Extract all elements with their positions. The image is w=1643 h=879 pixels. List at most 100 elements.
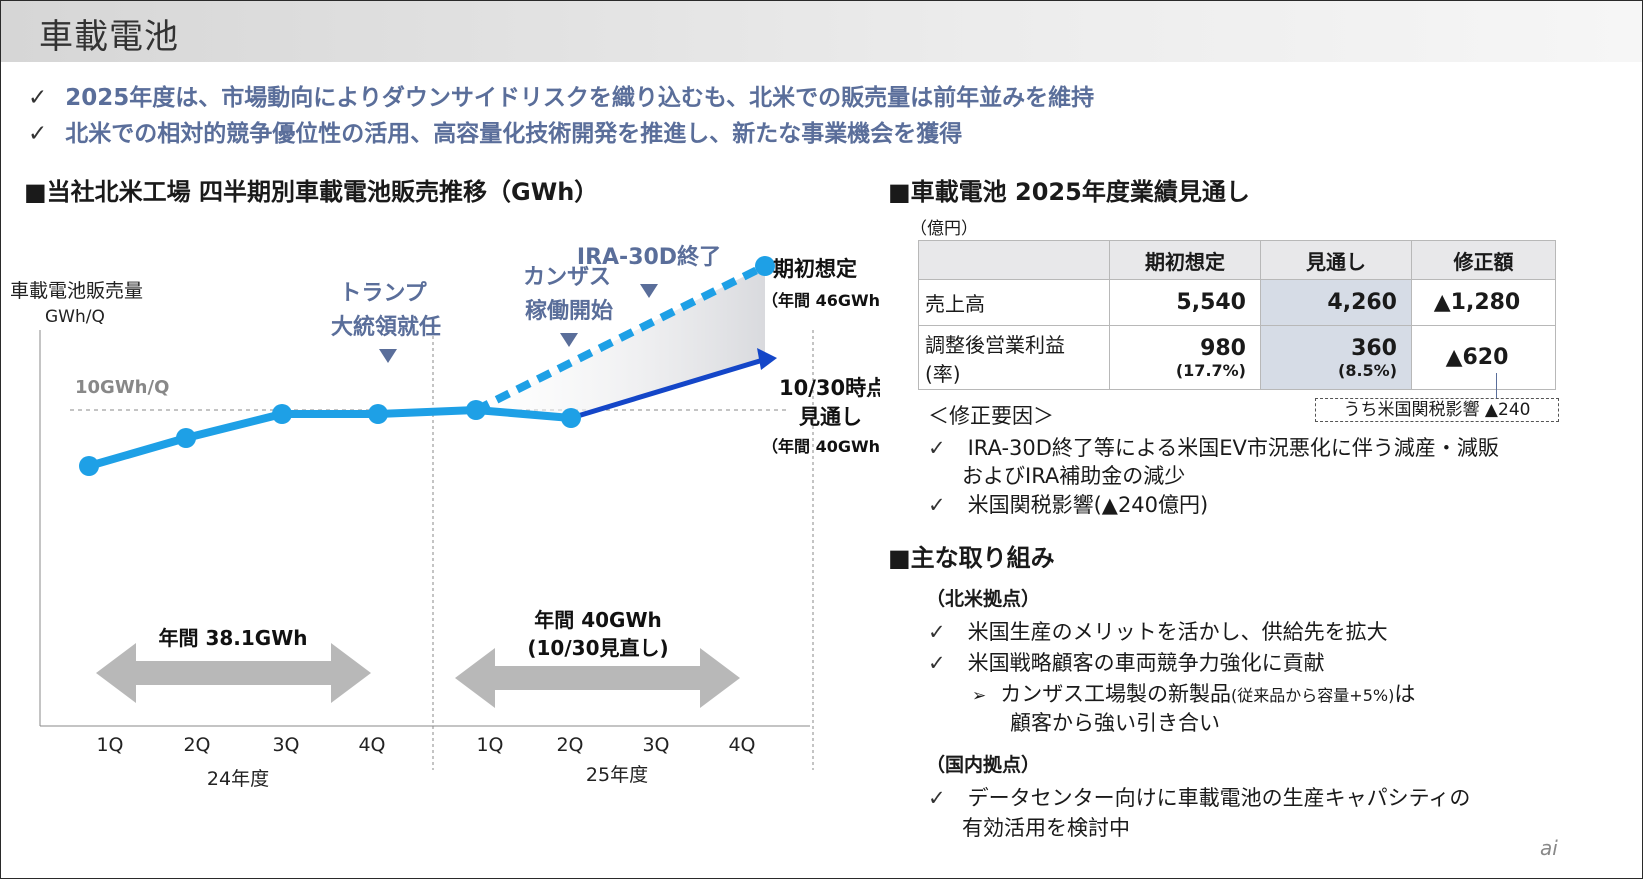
reason-text: 米国関税影響(▲240億円) <box>967 493 1209 517</box>
x-tick-label: 4Q <box>728 734 755 756</box>
jp-item-cont: 有効活用を検討中 <box>962 816 1130 840</box>
forecast-label-2: 見通し <box>799 405 862 429</box>
na-item-text: 米国戦略顧客の車両競争力強化に貢献 <box>967 651 1325 675</box>
note-connector <box>1496 373 1497 398</box>
x-tick-label: 3Q <box>642 734 669 756</box>
event-trump-marker <box>379 349 397 363</box>
check-icon: ✓ <box>928 436 946 460</box>
fy25-annual-label-2: (10/30見直し) <box>527 636 668 660</box>
fy24-annual-label: 年間 38.1GWh <box>158 626 307 650</box>
forecast-label-1: 10/30時点 <box>779 376 880 400</box>
check-icon: ✓ <box>28 121 48 147</box>
event-kansas-1: カンザス <box>523 265 611 290</box>
table-header-initial: 期初想定 <box>1109 240 1261 280</box>
initial-sub: （年間 46GWh） <box>762 291 880 310</box>
na-sub-note: (従来品から容量+5%) <box>1231 686 1395 705</box>
data-point-actual <box>561 408 581 428</box>
cell-forecast-rate: (8.5%) <box>1338 360 1397 380</box>
event-trump-1: トランプ <box>339 281 427 306</box>
unit-label: （億円） <box>910 219 978 239</box>
row-label: 調整後営業利益 (率) <box>918 325 1110 390</box>
page-title: 車載電池 <box>39 17 179 57</box>
cell-initial-rate: (17.7%) <box>1175 360 1246 380</box>
na-sub-text: カンザス工場製の新製品 <box>1000 682 1232 706</box>
reason-item-cont: およびIRA補助金の減少 <box>962 464 1186 488</box>
event-kansas-marker <box>560 333 578 347</box>
gap-wedge <box>476 266 765 418</box>
cell-initial-value: 980 <box>1200 335 1246 361</box>
x-ticks: 1Q 2Q 3Q 4Q 1Q 2Q 3Q 4Q <box>96 734 755 756</box>
data-point-actual <box>79 456 99 476</box>
fy24-label: 24年度 <box>207 768 269 790</box>
cell-forecast: 360 (8.5%) <box>1260 325 1412 390</box>
fy25-annual-arrow <box>455 648 740 708</box>
series-line-actual <box>87 406 572 470</box>
na-item-text: 米国生産のメリットを活かし、供給先を拡大 <box>967 620 1388 644</box>
initiatives-title: ■主な取り組み <box>888 544 1055 572</box>
table-header-row: 期初想定 見通し 修正額 <box>918 240 1556 280</box>
x-tick-label: 1Q <box>476 734 503 756</box>
x-tick-label: 2Q <box>183 734 210 756</box>
cell-initial: 980 (17.7%) <box>1109 325 1261 390</box>
table-header-forecast: 見通し <box>1260 240 1412 280</box>
forecast-arrowhead <box>757 348 777 370</box>
cell-forecast-value: 360 <box>1351 335 1397 361</box>
data-point-initial <box>755 256 775 276</box>
y-label-2: GWh/Q <box>45 307 105 327</box>
arrow-bullet-icon: ➢ <box>972 686 987 706</box>
series-line-initial <box>474 262 767 414</box>
chart-section-title: ■当社北米工場 四半期別車載電池販売推移（GWh） <box>24 178 599 206</box>
check-icon: ✓ <box>928 493 946 517</box>
reason-item: ✓ IRA-30D終了等による米国EV市況悪化に伴う減産・減販 <box>928 432 1499 462</box>
initial-label: 期初想定 <box>773 257 857 281</box>
jp-item-text: データセンター向けに車載電池の生産キャパシティの <box>967 786 1471 810</box>
chart-lines <box>87 262 767 470</box>
reasons-title: ＜修正要因＞ <box>928 404 1054 428</box>
summary-bullet-2: ✓ 北米での相対的競争優位性の活用、高容量化技術開発を推進し、新たな事業機会を獲得 <box>28 114 962 148</box>
event-ira-marker <box>640 284 658 298</box>
fy25-annual-label-1: 年間 40GWh <box>534 608 662 632</box>
reason-item: ✓ 米国関税影響(▲240億円) <box>928 489 1208 519</box>
data-point-actual <box>466 400 486 420</box>
x-tick-label: 1Q <box>96 734 123 756</box>
cell-diff: ▲620 <box>1411 325 1556 390</box>
na-item: ✓ 米国戦略顧客の車両競争力強化に貢献 <box>928 647 1325 677</box>
cell-forecast: 4,260 <box>1260 279 1412 326</box>
title-bar: 車載電池 <box>1 1 1642 62</box>
check-icon: ✓ <box>928 620 946 644</box>
na-sub-item: ➢ カンザス工場製の新製品(従来品から容量+5%)は <box>972 678 1415 708</box>
jp-header: （国内拠点） <box>926 754 1041 776</box>
fy24-annual-arrow <box>96 643 371 703</box>
row-label: 売上高 <box>918 279 1110 326</box>
event-ira: IRA-30D終了 <box>577 244 721 270</box>
check-icon: ✓ <box>928 651 946 675</box>
table-row: 売上高 5,540 4,260 ▲1,280 <box>918 279 1556 326</box>
cell-diff: ▲1,280 <box>1411 279 1556 326</box>
event-kansas-2: 稼働開始 <box>525 298 613 324</box>
x-tick-label: 3Q <box>272 734 299 756</box>
chart-points <box>79 256 777 476</box>
tariff-note: うち米国関税影響 ▲240 <box>1315 398 1559 422</box>
na-header: （北米拠点） <box>926 588 1041 610</box>
performance-table: 期初想定 見通し 修正額 売上高 5,540 4,260 ▲1,280 調整後営… <box>918 240 1556 390</box>
event-trump-2: 大統領就任 <box>331 314 441 340</box>
reason-text: IRA-30D終了等による米国EV市況悪化に伴う減産・減販 <box>967 436 1499 460</box>
summary-bullet-1-text: 2025年度は、市場動向によりダウンサイドリスクを織り込むも、北米での販売量は前… <box>65 85 1095 111</box>
row-label-sub: (率) <box>925 361 961 386</box>
series-line-forecast <box>570 357 764 421</box>
watermark-logo: ai <box>1540 836 1558 860</box>
x-tick-label: 4Q <box>358 734 385 756</box>
table-header-diff: 修正額 <box>1411 240 1556 280</box>
ref-label: 10GWh/Q <box>75 377 169 398</box>
x-tick-label: 2Q <box>556 734 583 756</box>
na-item: ✓ 米国生産のメリットを活かし、供給先を拡大 <box>928 616 1388 646</box>
table-row: 調整後営業利益 (率) 980 (17.7%) 360 (8.5%) ▲620 <box>918 325 1556 390</box>
jp-item: ✓ データセンター向けに車載電池の生産キャパシティの <box>928 782 1470 812</box>
data-point-actual <box>272 404 292 424</box>
data-point-actual <box>368 404 388 424</box>
cell-initial: 5,540 <box>1109 279 1261 326</box>
na-sub-item-cont: 顧客から強い引き合い <box>1010 711 1220 735</box>
table-header-empty <box>918 240 1110 280</box>
check-icon: ✓ <box>928 786 946 810</box>
summary-bullet-1: ✓ 2025年度は、市場動向によりダウンサイドリスクを織り込むも、北米での販売量は… <box>28 78 1094 112</box>
